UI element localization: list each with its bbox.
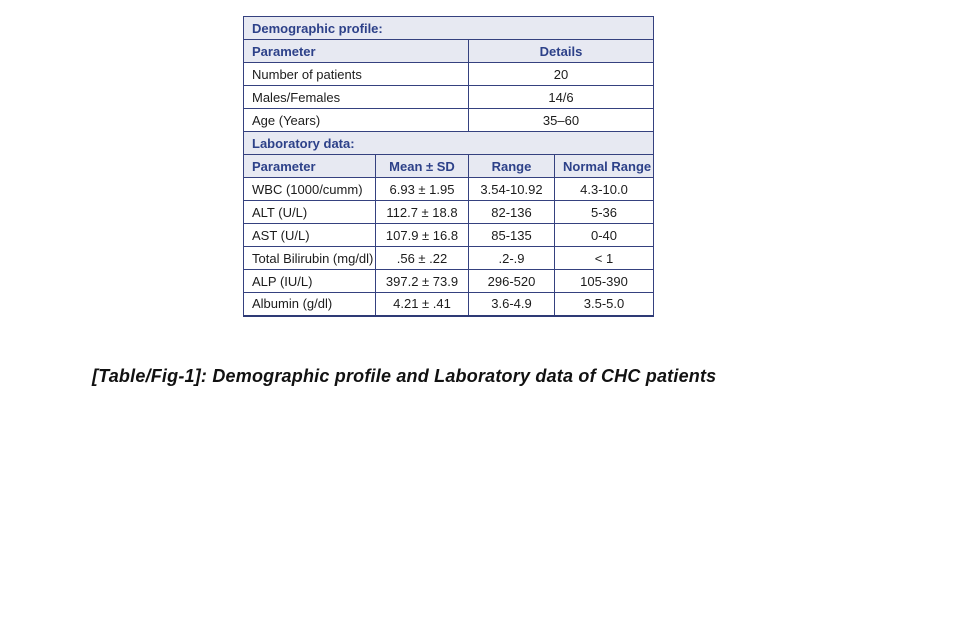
- section-title-demographic: Demographic profile:: [243, 16, 654, 40]
- table-cell-details: 20: [468, 62, 654, 86]
- table-cell-range: .2-.9: [468, 246, 555, 270]
- table-row: Total Bilirubin (mg/dl) .56 ± .22 .2-.9 …: [243, 246, 654, 270]
- column-header-range: Range: [468, 154, 555, 178]
- section-title-laboratory: Laboratory data:: [243, 131, 654, 155]
- table-cell-normal-range: 5-36: [554, 200, 654, 224]
- table-cell-mean-sd: .56 ± .22: [375, 246, 469, 270]
- table-cell-range: 82-136: [468, 200, 555, 224]
- table-row: Age (Years) 35–60: [243, 108, 654, 132]
- column-header-parameter: Parameter: [243, 154, 376, 178]
- table-cell-range: 85-135: [468, 223, 555, 247]
- table-cell-normal-range: 4.3-10.0: [554, 177, 654, 201]
- table-cell-parameter: AST (U/L): [243, 223, 376, 247]
- table-cell-parameter: Albumin (g/dl): [243, 292, 376, 316]
- figure-caption: [Table/Fig-1]: Demographic profile and L…: [92, 366, 717, 386]
- table-cell-parameter: Number of patients: [243, 62, 469, 86]
- column-header-parameter: Parameter: [243, 39, 469, 63]
- table-cell-parameter: Age (Years): [243, 108, 469, 132]
- table-row: WBC (1000/cumm) 6.93 ± 1.95 3.54-10.92 4…: [243, 177, 654, 201]
- table-row: ALP (IU/L) 397.2 ± 73.9 296-520 105-390: [243, 269, 654, 293]
- table-cell-parameter: Males/Females: [243, 85, 469, 109]
- section-row-laboratory: Laboratory data:: [243, 131, 654, 155]
- table-row: ALT (U/L) 112.7 ± 18.8 82-136 5-36: [243, 200, 654, 224]
- table-row: Males/Females 14/6: [243, 85, 654, 109]
- table-row: AST (U/L) 107.9 ± 16.8 85-135 0-40: [243, 223, 654, 247]
- table-cell-normal-range: 3.5-5.0: [554, 292, 654, 316]
- table-cell-range: 296-520: [468, 269, 555, 293]
- table-cell-details: 35–60: [468, 108, 654, 132]
- table-cell-mean-sd: 6.93 ± 1.95: [375, 177, 469, 201]
- table-cell-normal-range: 105-390: [554, 269, 654, 293]
- table-cell-normal-range: < 1: [554, 246, 654, 270]
- column-header-normal-range: Normal Range: [554, 154, 654, 178]
- table-cell-normal-range: 0-40: [554, 223, 654, 247]
- table-row: Number of patients 20: [243, 62, 654, 86]
- laboratory-header-row: Parameter Mean ± SD Range Normal Range: [243, 154, 654, 178]
- column-header-details: Details: [468, 39, 654, 63]
- table-cell-parameter: ALT (U/L): [243, 200, 376, 224]
- table-cell-mean-sd: 112.7 ± 18.8: [375, 200, 469, 224]
- column-header-mean-sd: Mean ± SD: [375, 154, 469, 178]
- table-cell-parameter: Total Bilirubin (mg/dl): [243, 246, 376, 270]
- table-cell-mean-sd: 4.21 ± .41: [375, 292, 469, 316]
- table-cell-details: 14/6: [468, 85, 654, 109]
- table-cell-parameter: ALP (IU/L): [243, 269, 376, 293]
- demographic-lab-table: Demographic profile: Parameter Details N…: [243, 16, 654, 317]
- table-cell-mean-sd: 107.9 ± 16.8: [375, 223, 469, 247]
- table-cell-range: 3.6-4.9: [468, 292, 555, 316]
- table-cell-mean-sd: 397.2 ± 73.9: [375, 269, 469, 293]
- table-cell-parameter: WBC (1000/cumm): [243, 177, 376, 201]
- table-body: Demographic profile: Parameter Details N…: [243, 16, 654, 316]
- table-row: Albumin (g/dl) 4.21 ± .41 3.6-4.9 3.5-5.…: [243, 292, 654, 316]
- table-cell-range: 3.54-10.92: [468, 177, 555, 201]
- section-row-demographic: Demographic profile:: [243, 16, 654, 40]
- demographic-header-row: Parameter Details: [243, 39, 654, 63]
